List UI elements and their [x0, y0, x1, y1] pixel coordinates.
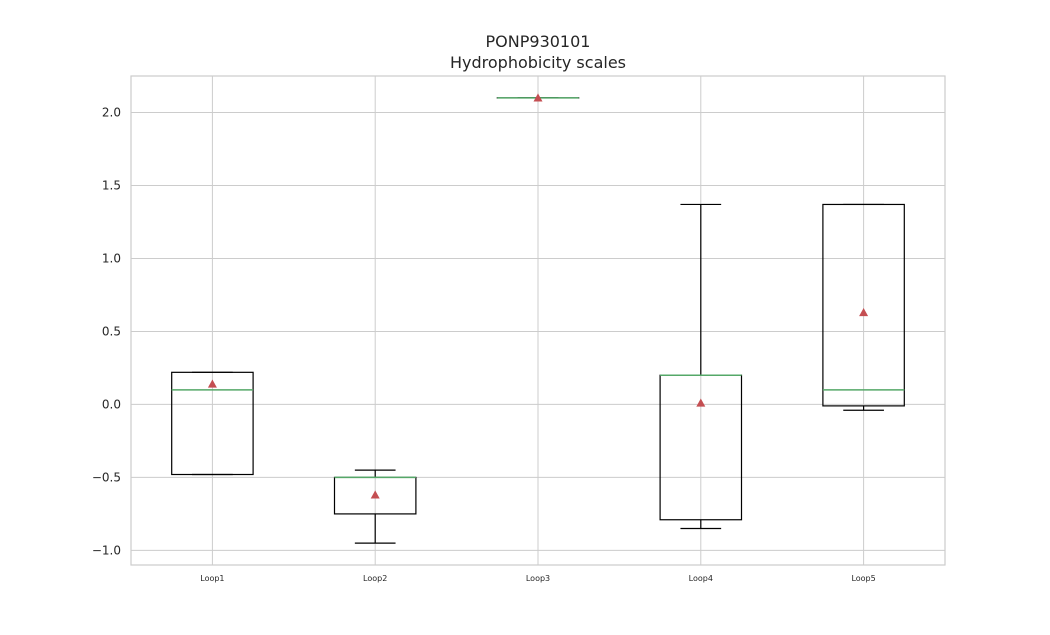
x-tick-label: Loop4: [689, 574, 713, 583]
y-tick-label: −1.0: [92, 543, 121, 557]
mean-marker: [370, 490, 380, 499]
box-loop2: [333, 469, 417, 544]
mean-marker: [207, 379, 217, 388]
iqr-box: [822, 203, 905, 407]
y-tick-label: 1.5: [102, 178, 121, 192]
x-tick-label: Loop5: [851, 574, 875, 583]
mean-marker: [696, 398, 706, 407]
y-tick-label: −0.5: [92, 470, 121, 484]
y-axis-ticks: −1.0 −0.5 0.0 0.5 1.0 1.5 2.0: [92, 105, 121, 557]
y-tick-label: 1.0: [102, 251, 121, 265]
chart-subtitle: Hydrophobicity scales: [450, 53, 626, 72]
chart-title: PONP930101: [486, 32, 591, 51]
box-loop5: [822, 203, 905, 411]
box-loop4: [659, 203, 743, 530]
plot-frame: [130, 75, 946, 566]
iqr-box: [171, 371, 254, 476]
mean-marker: [533, 93, 543, 102]
x-tick-label: Loop3: [526, 574, 550, 583]
y-tick-label: 0.5: [102, 324, 121, 338]
x-axis-ticks: Loop1 Loop2 Loop3 Loop4 Loop5: [200, 574, 875, 583]
mean-marker: [859, 307, 869, 317]
x-tick-label: Loop2: [363, 574, 387, 583]
box-loop3: [496, 93, 580, 102]
boxes: [171, 93, 905, 544]
y-tick-label: 0.0: [102, 397, 121, 411]
grid: [131, 76, 945, 565]
box-loop1: [171, 371, 254, 476]
x-tick-label: Loop1: [200, 574, 224, 583]
y-tick-label: 2.0: [102, 105, 121, 119]
